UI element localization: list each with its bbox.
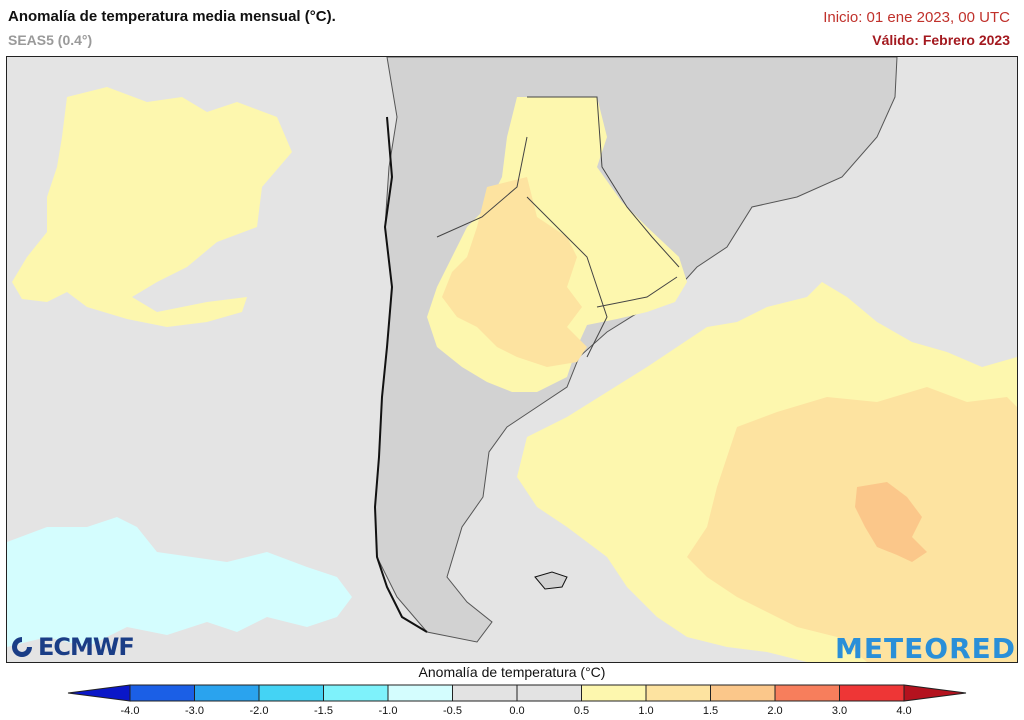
colorbar-label: 0.5 xyxy=(573,705,590,717)
colorbar-label: 1.0 xyxy=(638,705,654,717)
colorbar-title: Anomalía de temperatura (°C) xyxy=(418,664,606,680)
colorbar xyxy=(67,684,967,702)
colorbar-label: -1.5 xyxy=(314,705,333,717)
argentina-moderate-anomaly xyxy=(442,177,587,367)
colorbar-segment xyxy=(387,684,453,702)
colorbar-segment xyxy=(710,684,776,702)
colorbar-segment xyxy=(774,684,840,702)
colorbar-label: -0.5 xyxy=(443,705,462,717)
colorbar-arrow-low xyxy=(67,684,131,702)
colorbar-segment xyxy=(516,684,582,702)
colorbar-segment xyxy=(194,684,260,702)
valid-date: Válido: Febrero 2023 xyxy=(872,32,1010,48)
colorbar-label: -2.0 xyxy=(249,705,269,717)
atlantic-moderate-anomaly xyxy=(687,387,1017,662)
model-subtitle: SEAS5 (0.4°) xyxy=(8,32,93,48)
colorbar-label: -1.0 xyxy=(378,705,398,717)
colorbar-segment xyxy=(645,684,711,702)
falkland-islands xyxy=(534,571,568,590)
colorbar-segment xyxy=(581,684,647,702)
southern-cold-anomaly xyxy=(7,517,352,647)
atlantic-strong-anomaly xyxy=(855,482,927,562)
colorbar-labels: -4.0 -3.0 -2.0 -1.5 -1.0 -0.5 0.0 0.5 1.0 1.5 2.0 3… xyxy=(0,705,1024,720)
colorbar-label: -3.0 xyxy=(185,705,204,717)
colorbar-segment xyxy=(258,684,324,702)
colorbar-label: 2.0 xyxy=(767,705,783,717)
anomaly-map[interactable] xyxy=(6,56,1018,663)
ecmwf-logo-text: ECMWF xyxy=(38,633,135,661)
colorbar-label: 4.0 xyxy=(896,705,912,717)
colorbar-label: 3.0 xyxy=(831,705,848,717)
colorbar-arrow-high xyxy=(903,684,967,702)
pacific-warm-anomaly xyxy=(12,87,292,327)
colorbar-segment xyxy=(323,684,389,702)
colorbar-segment xyxy=(452,684,518,702)
colorbar-segment xyxy=(839,684,905,702)
chile-coast xyxy=(373,116,428,633)
meteored-logo: METEORED xyxy=(835,632,1016,665)
map-title: Anomalía de temperatura media mensual (°… xyxy=(8,8,336,25)
country-borders xyxy=(436,96,680,358)
colorbar-segment xyxy=(129,684,195,702)
colorbar-label: 1.5 xyxy=(702,705,719,717)
colorbar-label: -4.0 xyxy=(120,705,140,717)
ecmwf-mark-icon xyxy=(12,637,32,657)
init-date: Inicio: 01 ene 2023, 00 UTC xyxy=(823,9,1010,26)
colorbar-label: 0.0 xyxy=(509,705,525,717)
ecmwf-logo: ECMWF xyxy=(10,633,135,661)
